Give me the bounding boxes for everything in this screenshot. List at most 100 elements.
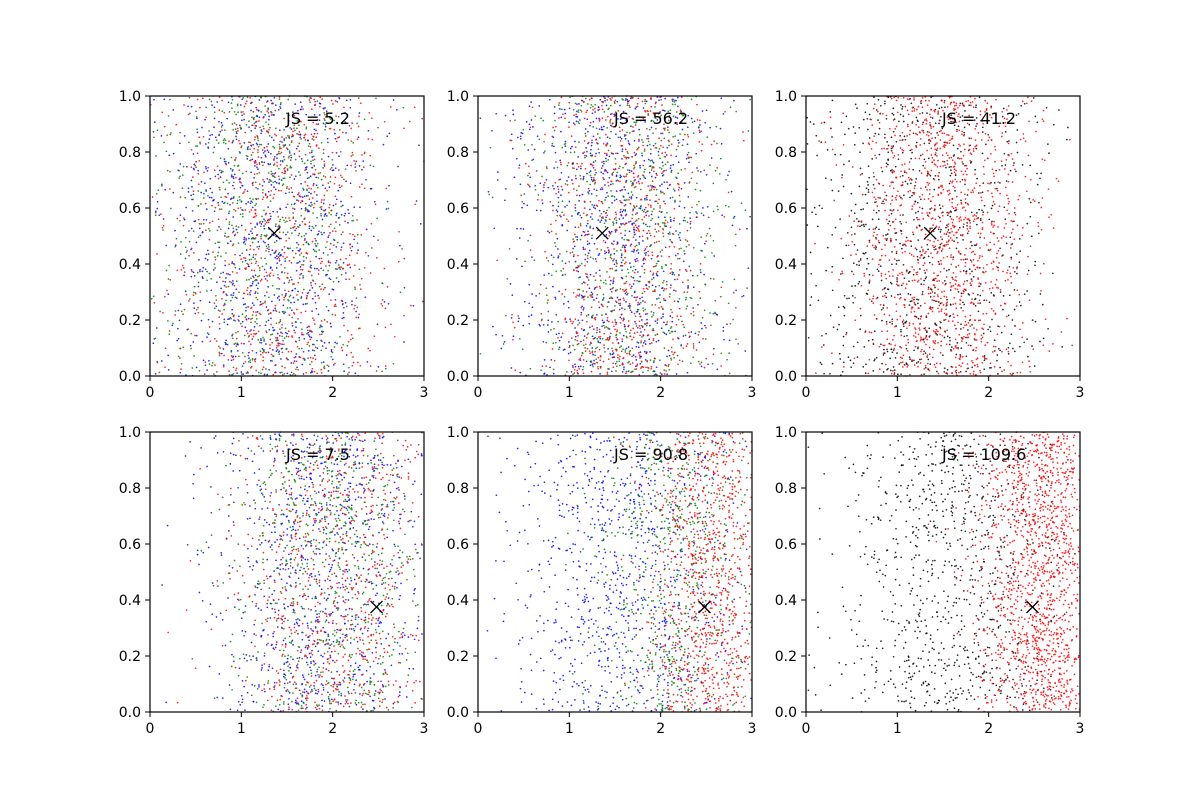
data-point <box>288 191 291 194</box>
data-point <box>615 219 618 222</box>
data-point <box>683 326 686 329</box>
data-point <box>218 133 221 136</box>
data-point <box>541 175 543 178</box>
data-point <box>328 206 331 209</box>
data-point <box>696 216 698 218</box>
data-point <box>225 163 228 166</box>
data-point <box>255 332 258 335</box>
data-point <box>577 365 580 368</box>
data-point <box>496 259 499 262</box>
data-point <box>569 351 572 354</box>
data-point <box>239 186 242 189</box>
data-point <box>632 277 635 279</box>
data-point <box>604 219 607 221</box>
data-point <box>268 178 271 181</box>
data-point <box>163 125 166 128</box>
data-point <box>340 233 343 236</box>
data-point <box>266 275 268 277</box>
data-point <box>271 341 274 344</box>
data-point <box>199 291 202 294</box>
data-point <box>898 259 900 262</box>
data-point <box>267 131 270 134</box>
data-point <box>614 269 617 272</box>
data-point <box>553 106 556 108</box>
data-point <box>276 165 279 167</box>
data-point <box>228 210 231 213</box>
data-point <box>232 175 235 178</box>
data-point <box>359 364 362 367</box>
data-point <box>253 162 256 164</box>
data-point <box>222 348 225 350</box>
data-point <box>260 223 263 225</box>
data-point <box>268 250 270 253</box>
data-point <box>192 153 195 155</box>
data-point <box>598 118 601 121</box>
data-point <box>334 137 337 140</box>
data-point <box>353 235 356 238</box>
data-point <box>584 253 587 256</box>
data-point <box>219 310 221 312</box>
data-point <box>263 225 265 227</box>
data-point <box>580 216 583 219</box>
data-point <box>244 229 247 231</box>
data-point <box>613 113 615 116</box>
data-point <box>627 346 630 348</box>
data-point <box>372 235 375 238</box>
data-point <box>620 313 623 316</box>
data-point <box>913 349 915 352</box>
axes-frame <box>149 95 425 377</box>
data-point <box>720 143 723 145</box>
data-point <box>337 264 340 266</box>
data-point <box>248 259 251 261</box>
data-point <box>652 314 655 316</box>
data-point <box>628 198 630 201</box>
data-point <box>590 295 592 298</box>
data-point <box>685 307 688 310</box>
data-point <box>296 262 298 264</box>
data-point <box>561 211 563 214</box>
data-point <box>517 320 520 323</box>
data-point <box>300 268 302 271</box>
data-point <box>635 226 638 229</box>
data-point <box>556 166 559 169</box>
data-point <box>229 273 231 276</box>
data-point <box>306 208 308 211</box>
data-point <box>627 140 630 142</box>
data-point <box>560 194 562 196</box>
data-point <box>232 243 235 245</box>
data-point <box>292 296 295 299</box>
data-point <box>678 186 681 189</box>
data-point <box>664 202 666 205</box>
data-point <box>586 243 589 246</box>
data-point <box>636 212 638 214</box>
data-point <box>315 184 318 187</box>
data-point <box>625 280 628 283</box>
data-point <box>299 254 301 256</box>
data-point <box>726 358 728 361</box>
data-point <box>277 215 280 218</box>
data-point <box>257 145 260 148</box>
data-point <box>248 237 250 240</box>
data-point <box>333 244 335 246</box>
data-point <box>673 217 676 220</box>
data-point <box>639 334 641 337</box>
data-point <box>505 314 507 317</box>
data-point <box>553 327 555 330</box>
data-point <box>711 251 713 254</box>
data-point <box>310 267 313 269</box>
data-point <box>284 221 287 224</box>
data-point <box>997 347 1000 350</box>
data-point <box>241 352 244 354</box>
data-point <box>831 289 834 292</box>
data-point <box>310 97 313 100</box>
data-point <box>321 199 323 201</box>
data-point <box>628 230 631 233</box>
data-point <box>634 290 636 293</box>
data-point <box>562 303 565 305</box>
data-point <box>611 242 613 245</box>
data-point <box>403 257 406 260</box>
data-point <box>614 300 617 303</box>
data-point <box>685 345 688 347</box>
data-point <box>674 278 676 281</box>
data-point <box>645 324 648 327</box>
